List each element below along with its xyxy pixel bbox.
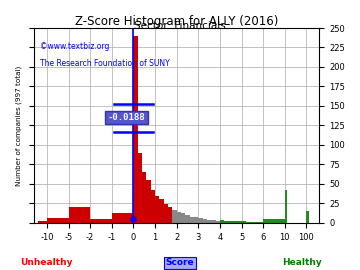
Text: Unhealthy: Unhealthy xyxy=(21,258,73,267)
Y-axis label: Number of companies (997 total): Number of companies (997 total) xyxy=(15,65,22,185)
Text: The Research Foundation of SUNY: The Research Foundation of SUNY xyxy=(40,59,170,68)
Bar xyxy=(90,219,112,223)
Bar xyxy=(159,200,164,223)
Bar xyxy=(250,222,255,223)
Bar xyxy=(242,221,246,223)
Text: -0.0188: -0.0188 xyxy=(108,113,145,122)
Bar xyxy=(138,153,142,223)
Text: Sector: Financials: Sector: Financials xyxy=(134,21,226,31)
Bar xyxy=(69,207,90,223)
Title: Z-Score Histogram for ALLY (2016): Z-Score Histogram for ALLY (2016) xyxy=(75,15,278,28)
Bar xyxy=(134,36,138,223)
Bar xyxy=(194,217,198,223)
Bar xyxy=(237,221,242,223)
Bar xyxy=(285,190,287,223)
Bar xyxy=(220,220,224,223)
Bar xyxy=(155,195,159,223)
Bar xyxy=(233,221,237,223)
Bar xyxy=(168,207,172,223)
Bar xyxy=(38,221,47,223)
Bar xyxy=(207,220,211,223)
Bar xyxy=(112,213,134,223)
Text: ©www.textbiz.org: ©www.textbiz.org xyxy=(40,42,109,51)
Bar xyxy=(181,213,185,223)
Bar xyxy=(177,212,181,223)
Bar xyxy=(151,190,155,223)
Bar xyxy=(216,221,220,223)
Bar xyxy=(203,219,207,223)
Bar xyxy=(263,219,285,223)
Bar xyxy=(259,222,263,223)
Bar xyxy=(229,221,233,223)
Bar xyxy=(185,215,190,223)
Bar xyxy=(190,217,194,223)
Bar xyxy=(255,222,259,223)
Bar xyxy=(224,221,229,223)
Bar xyxy=(47,218,69,223)
Bar xyxy=(246,222,250,223)
Bar xyxy=(172,210,177,223)
Bar xyxy=(164,204,168,223)
Bar xyxy=(198,218,203,223)
Bar xyxy=(147,180,151,223)
Bar xyxy=(306,211,309,223)
Text: Healthy: Healthy xyxy=(283,258,322,267)
Bar xyxy=(142,172,147,223)
Bar xyxy=(211,220,216,223)
Text: Score: Score xyxy=(166,258,194,267)
